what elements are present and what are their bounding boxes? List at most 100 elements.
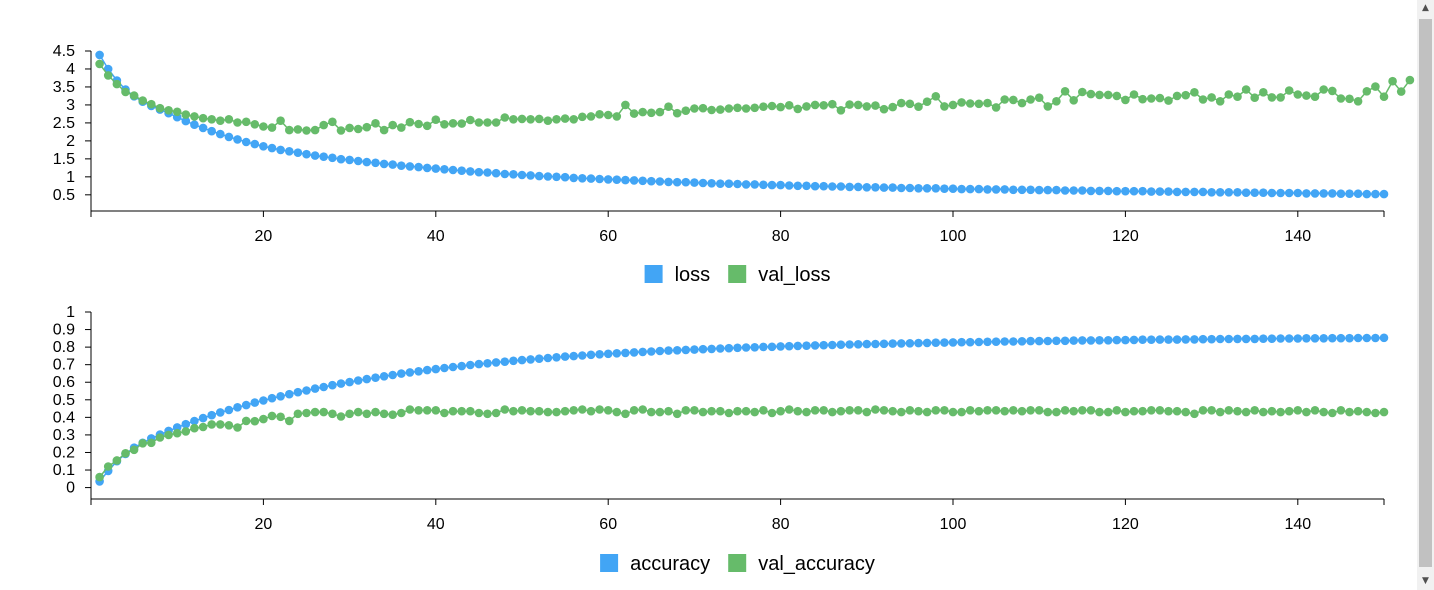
- data-point: [224, 421, 234, 430]
- data-point: [1034, 336, 1044, 346]
- scroll-up-arrow-icon[interactable]: ▲: [1422, 3, 1429, 13]
- data-point: [1043, 407, 1053, 417]
- data-point: [388, 160, 398, 169]
- legend-label: val_accuracy: [758, 553, 875, 575]
- data-point: [1233, 188, 1242, 197]
- data-point: [267, 123, 277, 132]
- data-point: [698, 178, 708, 188]
- data-point: [1138, 335, 1147, 345]
- data-point: [793, 181, 803, 191]
- data-point: [336, 126, 346, 135]
- data-point: [1190, 187, 1199, 197]
- data-point: [741, 343, 751, 352]
- data-point: [569, 351, 578, 361]
- data-point: [190, 112, 199, 121]
- data-point: [422, 163, 432, 173]
- data-point: [1233, 334, 1242, 344]
- data-point: [172, 428, 182, 438]
- data-point: [1181, 90, 1190, 100]
- data-point: [302, 386, 311, 395]
- legend-swatch: [728, 265, 747, 283]
- data-point: [948, 100, 958, 110]
- data-point: [1250, 406, 1259, 415]
- data-point: [267, 393, 277, 403]
- data-point: [138, 96, 147, 105]
- data-point: [328, 153, 337, 163]
- data-point: [647, 108, 656, 118]
- data-point: [1181, 335, 1190, 344]
- data-point: [707, 344, 716, 354]
- legend: accuracy val_accuracy: [600, 553, 875, 575]
- data-point: [319, 120, 329, 130]
- data-point: [181, 110, 191, 119]
- data-point: [647, 347, 656, 356]
- data-point: [888, 406, 897, 416]
- scrollbar-thumb[interactable]: [1419, 19, 1432, 567]
- data-point: [560, 114, 570, 123]
- data-point: [802, 181, 811, 191]
- data-point: [474, 167, 484, 177]
- series-val_loss: [95, 59, 1415, 135]
- scroll-down-arrow-icon[interactable]: ▼: [1422, 576, 1429, 586]
- data-point: [983, 185, 992, 194]
- data-point: [1328, 86, 1337, 96]
- data-point: [276, 145, 285, 155]
- vertical-scrollbar[interactable]: ▲ ▼: [1417, 0, 1434, 590]
- x-tick-label: 80: [772, 516, 790, 533]
- data-point: [698, 407, 708, 417]
- data-point: [638, 107, 647, 117]
- data-point: [1112, 335, 1122, 345]
- data-point: [1379, 333, 1389, 343]
- data-point: [509, 356, 518, 366]
- data-point: [526, 406, 535, 416]
- data-point: [759, 342, 768, 352]
- data-point: [733, 343, 742, 353]
- data-point: [1052, 336, 1061, 346]
- data-point: [216, 420, 225, 429]
- data-point: [991, 406, 1001, 415]
- data-point: [259, 122, 268, 131]
- data-point: [707, 406, 716, 416]
- data-point: [1129, 406, 1139, 416]
- data-point: [422, 365, 432, 375]
- data-point: [552, 407, 561, 417]
- data-point: [147, 438, 156, 448]
- data-point: [276, 412, 285, 422]
- data-point: [871, 339, 880, 349]
- data-point: [302, 126, 311, 135]
- data-point: [1250, 334, 1259, 344]
- data-point: [1103, 90, 1113, 100]
- data-point: [983, 337, 992, 347]
- data-point: [897, 183, 906, 193]
- data-point: [784, 405, 794, 414]
- data-point: [224, 405, 234, 415]
- data-point: [1207, 334, 1216, 344]
- data-point: [586, 406, 596, 416]
- data-point: [1362, 407, 1372, 417]
- x-tick-label: 60: [599, 228, 617, 245]
- data-point: [379, 159, 389, 169]
- data-point: [578, 174, 587, 183]
- data-point: [1172, 187, 1182, 197]
- data-point: [1345, 94, 1354, 104]
- data-point: [138, 439, 147, 448]
- data-point: [724, 408, 734, 418]
- data-point: [974, 99, 984, 109]
- legend-swatch: [728, 554, 747, 572]
- data-point: [914, 406, 923, 416]
- data-point: [888, 183, 897, 192]
- data-point: [250, 139, 260, 149]
- data-point: [1293, 90, 1303, 99]
- data-point: [965, 406, 975, 415]
- data-point: [1129, 186, 1139, 196]
- data-point: [431, 364, 441, 374]
- data-point: [672, 108, 682, 118]
- data-point: [681, 406, 691, 415]
- y-tick-label: 3: [66, 97, 75, 114]
- data-point: [1259, 334, 1268, 344]
- data-point: [1095, 90, 1104, 100]
- data-point: [259, 142, 268, 151]
- data-point: [509, 406, 518, 416]
- data-point: [328, 117, 337, 127]
